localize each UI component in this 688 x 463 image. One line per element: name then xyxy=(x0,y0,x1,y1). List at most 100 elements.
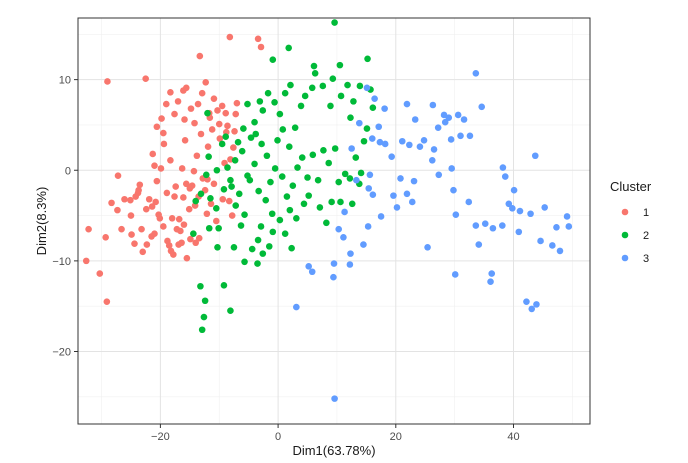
data-point-cluster-2 xyxy=(230,243,238,251)
data-point-cluster-2 xyxy=(227,307,234,315)
data-point-cluster-1 xyxy=(168,214,176,222)
data-point-cluster-3 xyxy=(541,204,548,211)
data-point-cluster-2 xyxy=(310,62,318,70)
data-point-cluster-3 xyxy=(499,164,507,171)
data-point-cluster-1 xyxy=(85,225,92,233)
legend-key-3 xyxy=(621,254,629,262)
data-point-cluster-2 xyxy=(255,187,262,195)
data-point-cluster-1 xyxy=(153,123,161,131)
data-point-cluster-2 xyxy=(309,151,317,159)
data-point-cluster-1 xyxy=(219,195,227,203)
y-tick-label: 10 xyxy=(59,75,71,87)
data-point-cluster-2 xyxy=(319,82,327,90)
data-point-cluster-3 xyxy=(450,186,457,194)
data-point-cluster-1 xyxy=(195,234,203,242)
data-point-cluster-1 xyxy=(193,152,201,160)
data-point-cluster-2 xyxy=(288,244,295,252)
data-point-cluster-3 xyxy=(381,105,388,112)
data-point-cluster-2 xyxy=(228,183,235,190)
data-point-cluster-3 xyxy=(341,208,348,216)
legend-key-2 xyxy=(621,231,629,239)
data-point-cluster-2 xyxy=(267,178,274,186)
data-point-cluster-3 xyxy=(528,305,536,313)
data-point-cluster-3 xyxy=(563,213,571,220)
data-point-cluster-3 xyxy=(428,156,436,164)
data-point-cluster-2 xyxy=(316,204,324,211)
data-point-cluster-1 xyxy=(102,234,109,241)
x-tick-label: −20 xyxy=(151,431,170,443)
data-point-cluster-1 xyxy=(203,210,211,218)
data-point-cluster-2 xyxy=(347,114,354,121)
data-point-cluster-2 xyxy=(202,171,210,179)
data-point-cluster-1 xyxy=(165,242,173,249)
data-point-cluster-3 xyxy=(293,303,300,311)
data-point-cluster-1 xyxy=(257,43,265,51)
data-point-cluster-2 xyxy=(262,196,270,204)
data-point-cluster-1 xyxy=(207,200,215,208)
data-point-cluster-2 xyxy=(327,102,334,110)
data-point-cluster-2 xyxy=(254,236,262,244)
data-point-cluster-2 xyxy=(197,190,205,198)
legend-title: Cluster xyxy=(610,179,652,194)
data-point-cluster-3 xyxy=(377,213,385,220)
data-point-cluster-1 xyxy=(185,205,193,213)
data-point-cluster-3 xyxy=(403,190,411,198)
data-point-cluster-2 xyxy=(254,260,261,267)
data-point-cluster-2 xyxy=(274,137,281,144)
data-point-cluster-1 xyxy=(162,100,170,108)
data-point-cluster-2 xyxy=(227,176,234,184)
data-point-cluster-2 xyxy=(235,190,243,198)
data-point-cluster-2 xyxy=(241,258,248,266)
data-point-cluster-3 xyxy=(429,101,437,109)
data-point-cluster-2 xyxy=(350,98,357,105)
data-point-cluster-1 xyxy=(197,130,205,138)
data-point-cluster-2 xyxy=(198,326,206,334)
data-point-cluster-1 xyxy=(202,79,210,86)
data-point-cluster-3 xyxy=(390,192,397,199)
data-point-cluster-2 xyxy=(265,243,273,250)
legend-label-1: 1 xyxy=(643,207,649,219)
data-point-cluster-2 xyxy=(234,138,242,146)
data-point-cluster-2 xyxy=(259,250,267,257)
data-point-cluster-1 xyxy=(114,206,121,214)
data-point-cluster-2 xyxy=(259,107,267,114)
data-point-cluster-2 xyxy=(197,282,204,290)
data-point-cluster-1 xyxy=(181,116,188,123)
data-point-cluster-3 xyxy=(481,220,489,228)
data-point-cluster-3 xyxy=(369,191,377,199)
data-point-cluster-2 xyxy=(314,176,322,184)
data-point-cluster-3 xyxy=(465,198,473,206)
data-point-cluster-3 xyxy=(376,138,384,146)
data-point-cluster-1 xyxy=(121,195,128,203)
plot-panel-border xyxy=(77,17,591,425)
data-point-cluster-2 xyxy=(364,55,371,63)
y-tick-label: −10 xyxy=(52,256,71,268)
data-point-cluster-2 xyxy=(301,92,309,100)
data-point-cluster-3 xyxy=(371,95,378,102)
data-point-cluster-3 xyxy=(488,270,496,277)
x-tick-label: 20 xyxy=(390,431,402,443)
data-point-cluster-2 xyxy=(329,75,337,83)
data-point-cluster-3 xyxy=(452,211,460,218)
data-point-cluster-1 xyxy=(191,119,198,127)
data-point-cluster-2 xyxy=(289,182,297,189)
data-point-cluster-1 xyxy=(135,186,142,194)
data-point-cluster-2 xyxy=(298,154,306,161)
data-point-cluster-1 xyxy=(210,180,218,188)
data-point-cluster-1 xyxy=(108,199,115,207)
data-point-cluster-2 xyxy=(268,210,276,218)
data-point-cluster-1 xyxy=(215,120,223,128)
data-point-cluster-2 xyxy=(357,169,365,177)
data-point-cluster-1 xyxy=(157,165,165,172)
data-point-cluster-3 xyxy=(375,123,383,131)
data-point-cluster-2 xyxy=(271,165,279,172)
data-point-cluster-1 xyxy=(254,35,262,43)
data-point-cluster-1 xyxy=(224,122,231,130)
data-point-cluster-1 xyxy=(212,217,220,225)
data-point-cluster-3 xyxy=(403,100,411,108)
data-point-cluster-2 xyxy=(287,81,294,89)
data-point-cluster-1 xyxy=(187,105,195,112)
data-point-cluster-2 xyxy=(311,69,319,77)
data-point-cluster-2 xyxy=(300,200,308,208)
